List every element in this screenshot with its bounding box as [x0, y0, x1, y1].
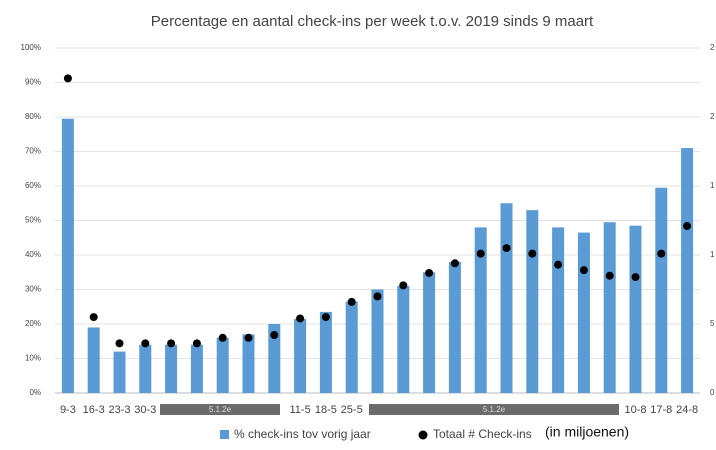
x-tick-label: 30-3 — [134, 404, 156, 416]
dot — [450, 259, 459, 268]
bar — [190, 344, 203, 393]
dot — [192, 339, 201, 348]
bar — [655, 187, 668, 393]
dot — [296, 314, 305, 323]
y-tick-label: 40% — [25, 250, 41, 259]
y-tick-label: 60% — [25, 181, 41, 190]
dot — [528, 249, 537, 258]
bar — [629, 225, 642, 393]
bar — [268, 324, 281, 393]
bar — [113, 351, 126, 393]
x-tick-label: 9-3 — [60, 404, 76, 416]
dot — [167, 339, 176, 348]
y-tick-label: 20% — [25, 319, 41, 328]
dot — [657, 249, 666, 258]
dot — [321, 313, 330, 322]
x-tick-label: 11-5 — [289, 404, 310, 416]
x-tick-label: 25-5 — [341, 404, 363, 416]
bar — [371, 289, 384, 393]
dot — [425, 268, 434, 277]
bar — [242, 334, 255, 393]
x-tick-label: 23-3 — [108, 404, 130, 416]
y-tick-label: 70% — [25, 147, 41, 156]
bar — [397, 286, 410, 393]
dot — [631, 273, 640, 282]
x-tick-label: 24-8 — [676, 404, 698, 416]
bar — [423, 272, 436, 393]
y2-tick-label: 1 — [710, 181, 715, 190]
y2-tick-label: 0 — [710, 388, 715, 397]
legend-note: (in miljoenen) — [545, 424, 629, 440]
y2-tick-label: 5 — [710, 319, 715, 328]
bar — [319, 311, 332, 393]
bar — [526, 210, 539, 393]
dot — [89, 313, 98, 322]
dot — [218, 333, 227, 342]
y-tick-label: 50% — [25, 216, 41, 225]
dot — [141, 339, 150, 348]
dot — [399, 281, 408, 290]
dot — [270, 331, 279, 340]
dot — [63, 74, 72, 83]
dot — [579, 266, 588, 275]
redaction — [369, 404, 619, 415]
dot — [115, 339, 124, 348]
chart-title: Percentage en aantal check-ins per week … — [151, 13, 594, 30]
bar — [87, 327, 100, 393]
bar — [139, 344, 152, 393]
x-tick-label: 10-8 — [624, 404, 646, 416]
dot — [244, 333, 253, 342]
y-tick-label: 0% — [29, 388, 41, 397]
y2-tick-label: 1 — [710, 250, 715, 259]
dot — [347, 297, 356, 306]
x-tick-label: 17-8 — [650, 404, 672, 416]
dot — [554, 260, 563, 269]
legend-swatch — [418, 430, 428, 440]
bar — [681, 148, 694, 393]
bar — [216, 337, 229, 393]
legend-label: % check-ins tov vorig jaar — [234, 427, 371, 441]
y2-tick-label: 2 — [710, 112, 715, 121]
y2-tick-label: 2 — [710, 43, 715, 52]
dot — [683, 222, 692, 231]
y-tick-label: 10% — [25, 354, 41, 363]
redaction-label: 5.1.2e — [483, 405, 506, 414]
y-tick-label: 100% — [21, 43, 41, 52]
bar — [61, 118, 74, 393]
bar — [345, 301, 358, 393]
bar — [552, 227, 565, 393]
bar — [500, 203, 513, 393]
bar — [165, 344, 178, 393]
dot — [502, 244, 511, 253]
bar — [474, 227, 487, 393]
y-tick-label: 80% — [25, 112, 41, 121]
x-tick-label: 18-5 — [315, 404, 337, 416]
x-tick-label: 16-3 — [83, 404, 105, 416]
y-tick-label: 30% — [25, 285, 41, 294]
redaction-label: 5.1.2e — [209, 405, 232, 414]
bar — [577, 232, 590, 393]
dot — [373, 292, 382, 301]
y-tick-label: 90% — [25, 78, 41, 87]
dot — [476, 249, 485, 258]
legend-swatch — [220, 430, 229, 439]
dot — [605, 271, 614, 280]
legend-label: Totaal # Check-ins — [433, 427, 532, 441]
bar — [294, 318, 307, 393]
redaction — [160, 404, 280, 415]
bar — [448, 261, 461, 393]
bar — [603, 222, 616, 393]
